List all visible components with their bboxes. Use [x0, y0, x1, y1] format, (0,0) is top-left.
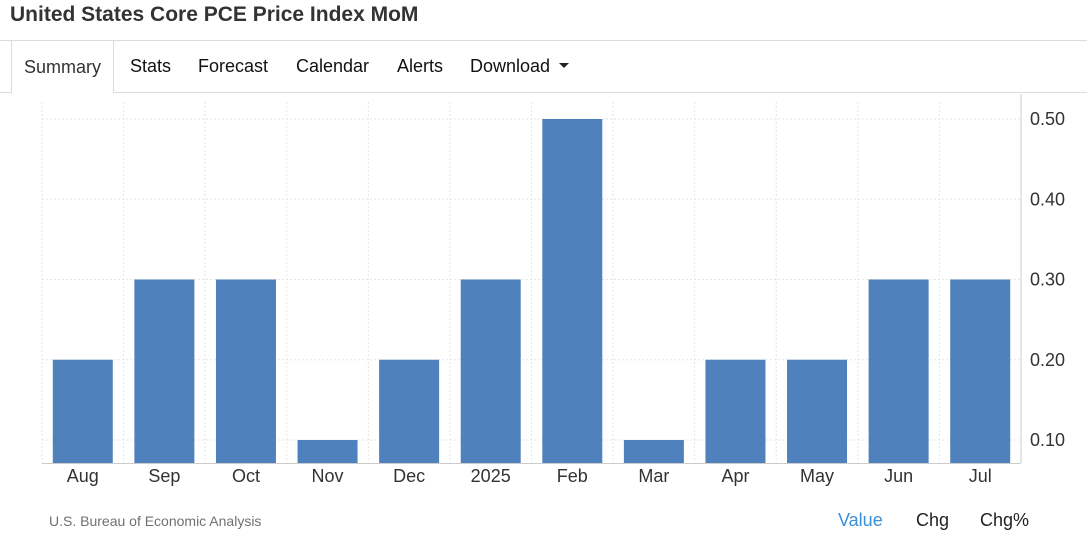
bar	[460, 279, 521, 463]
x-tick-label: Aug	[67, 466, 99, 486]
bar	[215, 279, 276, 463]
view-chgpct-option[interactable]: Chg%	[980, 510, 1030, 530]
bar-chart: Aug Sep Oct Nov Dec 2025 Feb Mar Apr May Jun Jul 0.1…	[41, 94, 1065, 486]
bar	[379, 359, 440, 463]
x-tick-label: Jun	[884, 466, 913, 486]
tab-forecast[interactable]: Forecast	[198, 56, 269, 76]
x-tick-label: May	[800, 466, 834, 486]
caret-down-icon	[559, 62, 570, 68]
x-tick-label: Nov	[312, 466, 344, 486]
y-tick-label: 0.10	[1030, 430, 1065, 450]
y-tick-label: 0.50	[1030, 109, 1065, 129]
tab-download-label: Download	[470, 56, 551, 76]
bar	[297, 440, 358, 463]
x-tick-label: 2025	[471, 466, 511, 486]
view-value-option[interactable]: Value	[838, 510, 883, 530]
bar	[705, 359, 766, 463]
bar	[542, 119, 603, 463]
source-label: U.S. Bureau of Economic Analysis	[49, 513, 262, 529]
x-tick-label: Mar	[638, 466, 669, 486]
page-title: United States Core PCE Price Index MoM	[10, 3, 419, 26]
bar	[623, 440, 684, 463]
tab-alerts[interactable]: Alerts	[397, 56, 444, 76]
tab-summary[interactable]: Summary	[11, 40, 115, 94]
bar	[787, 359, 848, 463]
bar	[52, 359, 113, 463]
bar	[950, 279, 1011, 463]
bar	[134, 279, 195, 463]
tab-calendar[interactable]: Calendar	[296, 56, 370, 76]
y-tick-label: 0.20	[1030, 350, 1065, 370]
view-chg-option[interactable]: Chg	[916, 510, 950, 530]
tab-stats[interactable]: Stats	[130, 56, 172, 76]
x-tick-label: Dec	[393, 466, 425, 486]
x-tick-label: Apr	[721, 466, 749, 486]
x-tick-label: Jul	[969, 466, 992, 486]
bar	[868, 279, 929, 463]
tab-download[interactable]: Download	[470, 40, 570, 94]
x-tick-label: Sep	[148, 466, 180, 486]
x-tick-label: Oct	[232, 466, 260, 486]
y-tick-label: 0.40	[1030, 189, 1065, 209]
y-tick-label: 0.30	[1030, 270, 1065, 290]
tab-bar: Summary Stats Forecast Calendar Alerts D…	[0, 40, 1087, 94]
x-tick-label: Feb	[557, 466, 588, 486]
